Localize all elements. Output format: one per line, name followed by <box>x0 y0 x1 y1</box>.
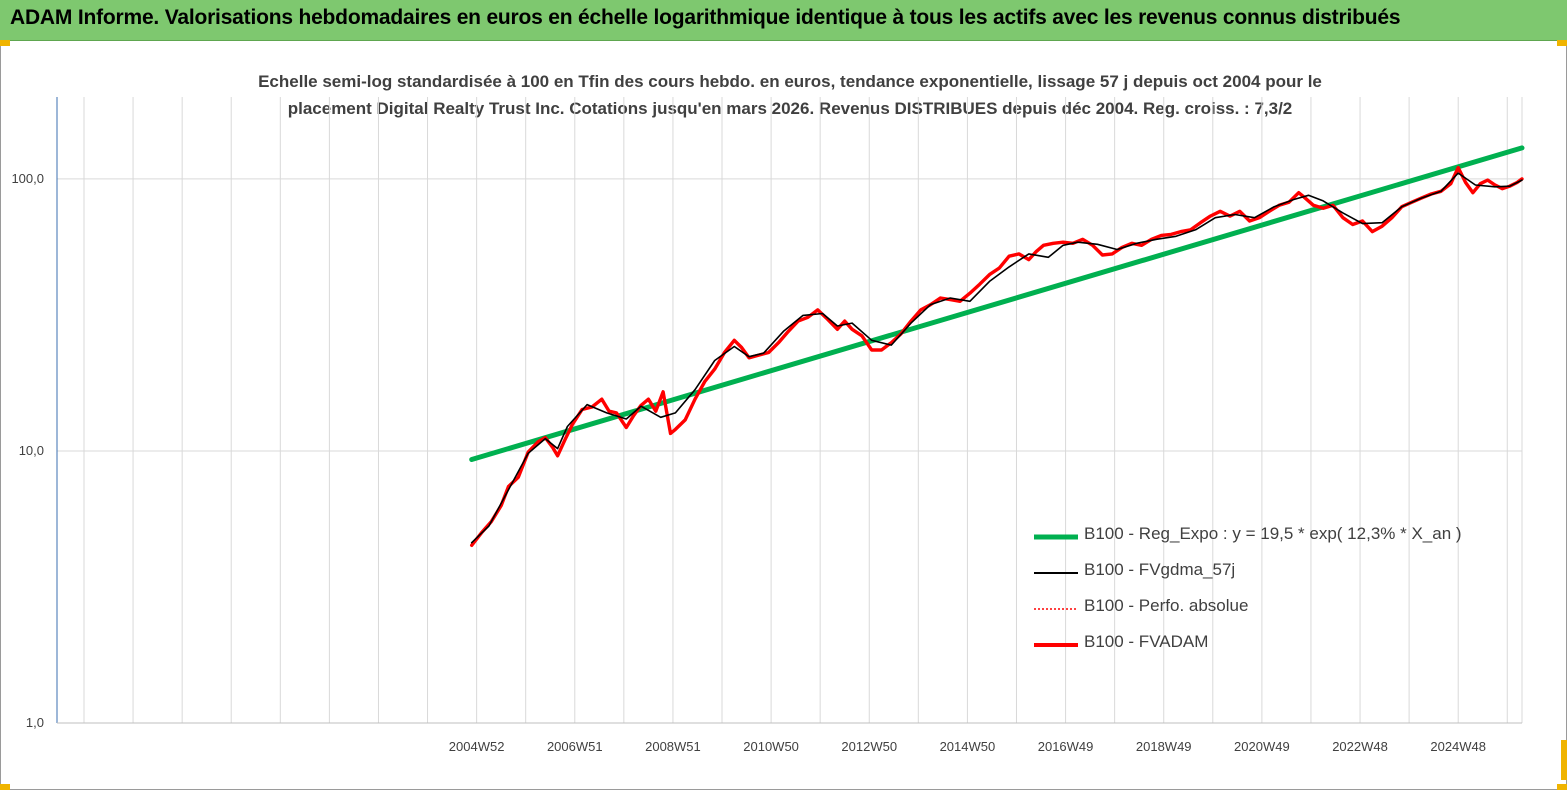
legend-label-perfo: B100 - Perfo. absolue <box>1084 596 1249 615</box>
corner-marker <box>0 784 10 790</box>
corner-marker <box>1557 40 1567 46</box>
x-tick-label: 2022W48 <box>1332 739 1388 754</box>
axis-layer <box>56 97 1522 724</box>
x-tick-label: 2024W48 <box>1430 739 1486 754</box>
banner-title: ADAM Informe. Valorisations hebdomadaire… <box>10 6 1401 29</box>
legend-swatch-perfo <box>1034 608 1078 610</box>
x-tick-label: 2014W50 <box>940 739 996 754</box>
chart-title-line-1: Echelle semi-log standardisée à 100 en T… <box>258 72 1322 91</box>
x-tick-label: 2016W49 <box>1038 739 1094 754</box>
legend-swatch-fvadam <box>1034 643 1078 647</box>
series-line-0 <box>469 145 1525 462</box>
corner-marker <box>1557 784 1567 790</box>
x-tick-label: 2020W49 <box>1234 739 1290 754</box>
x-tick-label: 2012W50 <box>841 739 897 754</box>
legend-label-fvadam: B100 - FVADAM <box>1084 632 1209 651</box>
report-banner: ADAM Informe. Valorisations hebdomadaire… <box>0 0 1567 41</box>
chart-title: Echelle semi-log standardisée à 100 en T… <box>180 68 1400 122</box>
tick-label-layer: 1,0 10,0 100,0 2004W52 2006W51 2008W51 2010W50… <box>11 171 1486 754</box>
x-tick-label: 2010W50 <box>743 739 799 754</box>
x-tick-label: 2006W51 <box>547 739 603 754</box>
x-tick-label: 2018W49 <box>1136 739 1192 754</box>
y-tick-label: 1,0 <box>26 715 44 730</box>
corner-marker <box>1561 740 1567 780</box>
x-tick-label: 2004W52 <box>449 739 505 754</box>
x-tick-label: 2008W51 <box>645 739 701 754</box>
series-layer <box>469 145 1525 547</box>
y-tick-label: 10,0 <box>19 443 44 458</box>
chart-title-line-2: placement Digital Realty Trust Inc. Cota… <box>287 99 1293 118</box>
y-tick-label: 100,0 <box>11 171 44 186</box>
grid-layer <box>57 97 1523 724</box>
legend-swatch-fvgdma <box>1034 572 1078 574</box>
legend-label-regression: B100 - Reg_Expo : y = 19,5 * exp( 12,3% … <box>1084 524 1462 543</box>
series-line-1 <box>470 172 1523 544</box>
legend-label-fvgdma: B100 - FVgdma_57j <box>1084 560 1236 579</box>
legend-swatch-regression <box>1034 534 1078 540</box>
corner-marker <box>0 40 10 46</box>
